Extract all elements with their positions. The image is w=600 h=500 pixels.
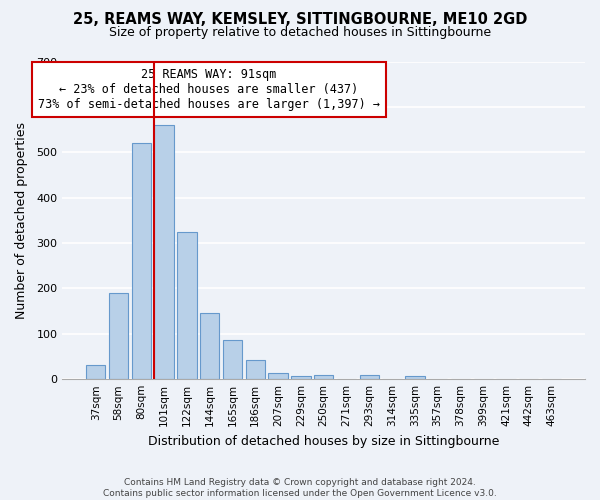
Text: 25 REAMS WAY: 91sqm
← 23% of detached houses are smaller (437)
73% of semi-detac: 25 REAMS WAY: 91sqm ← 23% of detached ho…: [38, 68, 380, 111]
Bar: [314, 374, 334, 379]
X-axis label: Distribution of detached houses by size in Sittingbourne: Distribution of detached houses by size …: [148, 434, 499, 448]
Bar: [177, 232, 197, 379]
Bar: [200, 314, 220, 379]
Text: Size of property relative to detached houses in Sittingbourne: Size of property relative to detached ho…: [109, 26, 491, 39]
Bar: [291, 376, 311, 379]
Bar: [86, 364, 106, 379]
Bar: [405, 376, 425, 379]
Y-axis label: Number of detached properties: Number of detached properties: [15, 122, 28, 319]
Bar: [131, 143, 151, 379]
Text: Contains HM Land Registry data © Crown copyright and database right 2024.
Contai: Contains HM Land Registry data © Crown c…: [103, 478, 497, 498]
Text: 25, REAMS WAY, KEMSLEY, SITTINGBOURNE, ME10 2GD: 25, REAMS WAY, KEMSLEY, SITTINGBOURNE, M…: [73, 12, 527, 28]
Bar: [268, 374, 288, 379]
Bar: [154, 125, 174, 379]
Bar: [245, 360, 265, 379]
Bar: [359, 374, 379, 379]
Bar: [223, 340, 242, 379]
Bar: [109, 293, 128, 379]
